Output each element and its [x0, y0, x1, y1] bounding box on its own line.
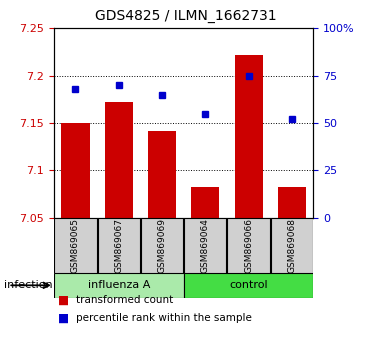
Bar	[191, 187, 219, 218]
Bar	[54, 218, 96, 273]
Text: GSM869069: GSM869069	[158, 218, 167, 273]
Bar	[184, 218, 226, 273]
Text: GSM869067: GSM869067	[114, 218, 123, 273]
Bar	[234, 55, 263, 218]
Bar	[227, 218, 270, 273]
Text: percentile rank within the sample: percentile rank within the sample	[76, 313, 252, 323]
Bar	[141, 218, 183, 273]
Text: ■: ■	[58, 293, 69, 306]
Text: GSM869066: GSM869066	[244, 218, 253, 273]
Bar	[271, 218, 313, 273]
Bar	[184, 273, 313, 298]
Text: influenza A: influenza A	[88, 280, 150, 290]
Bar	[54, 273, 184, 298]
Bar	[61, 123, 89, 218]
Text: ■: ■	[58, 312, 69, 325]
Text: infection: infection	[4, 280, 52, 290]
Text: control: control	[229, 280, 268, 290]
Text: GSM869068: GSM869068	[288, 218, 296, 273]
Bar	[98, 218, 140, 273]
Text: GSM869065: GSM869065	[71, 218, 80, 273]
Text: GDS4825 / ILMN_1662731: GDS4825 / ILMN_1662731	[95, 9, 276, 23]
Bar	[278, 187, 306, 218]
Bar	[105, 102, 133, 218]
Text: GSM869064: GSM869064	[201, 218, 210, 273]
Text: transformed count: transformed count	[76, 295, 173, 305]
Bar	[148, 131, 176, 218]
